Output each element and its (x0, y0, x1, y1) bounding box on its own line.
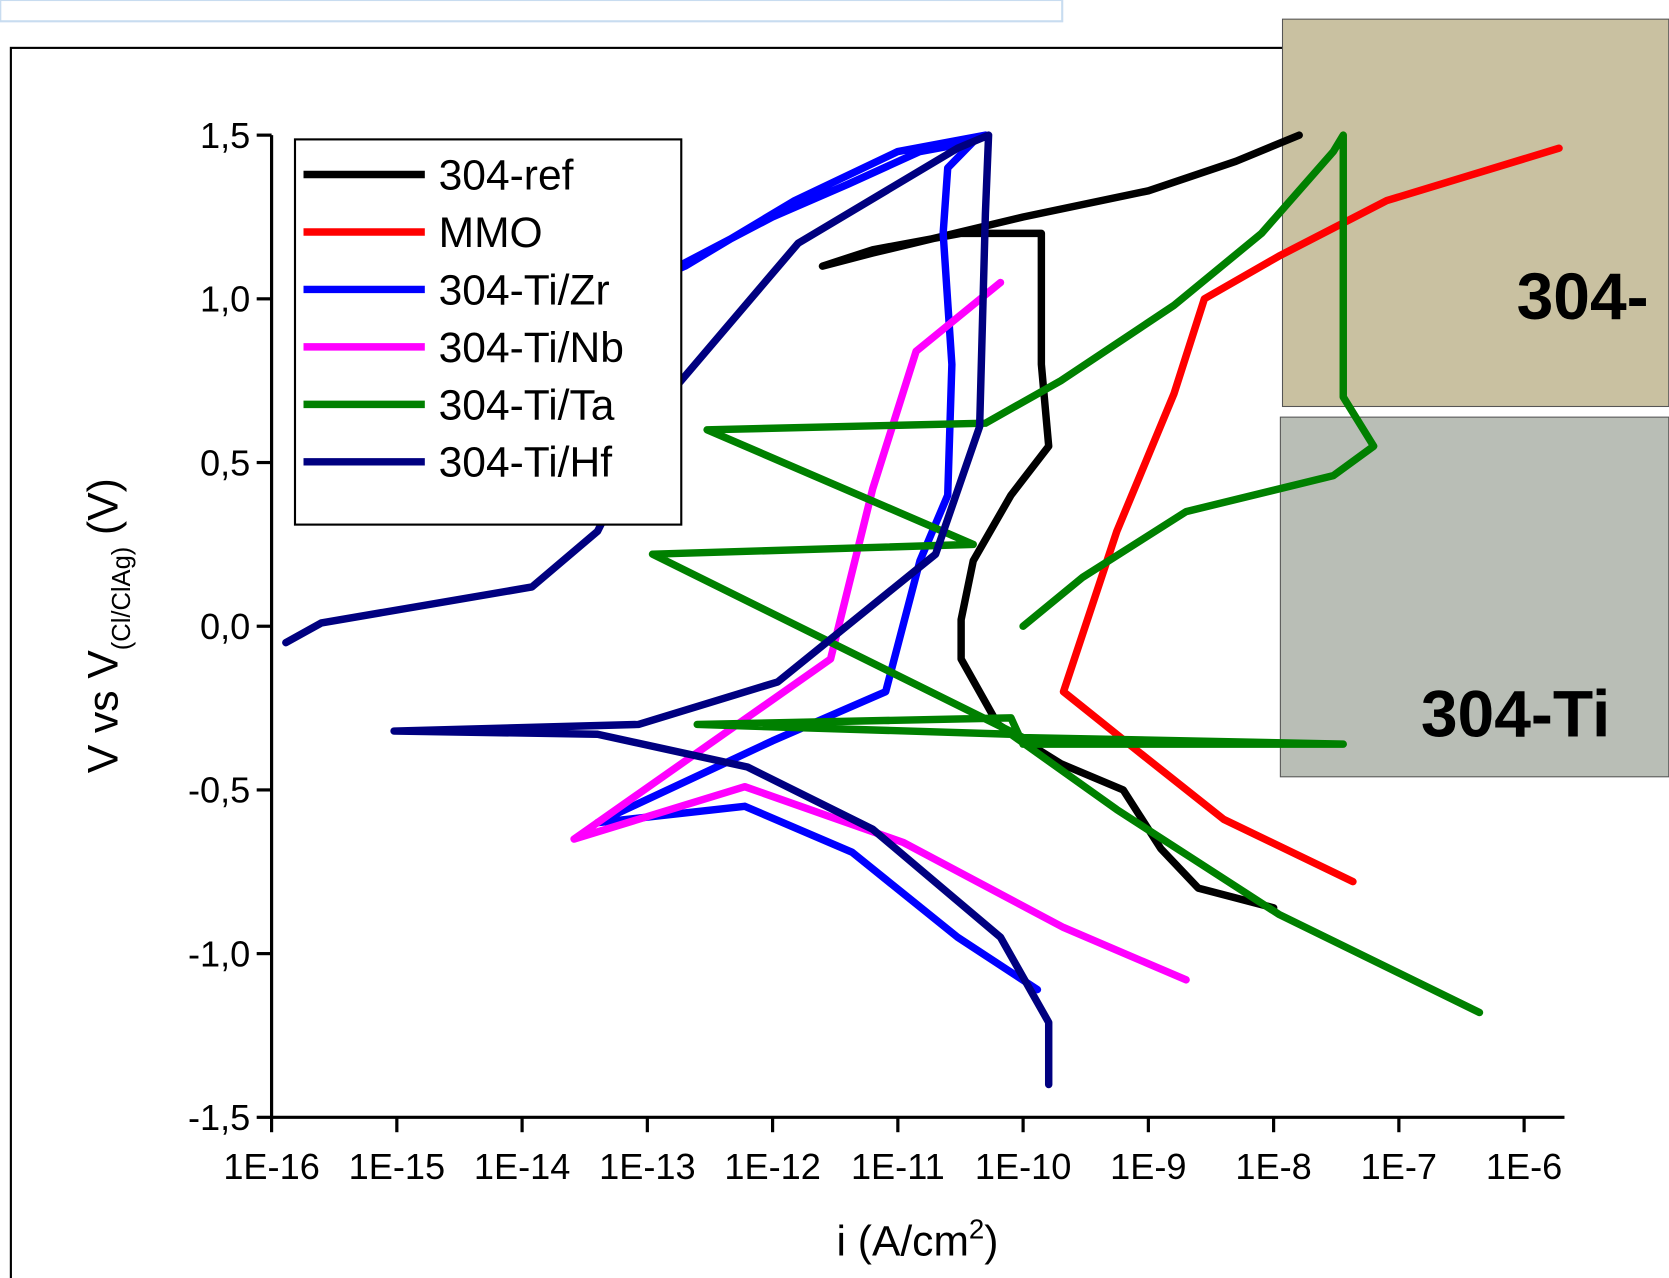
x-label-text: i (A/cm (837, 1218, 969, 1266)
insets: 304- 304-Ti (1280, 19, 1668, 777)
y-tick-label: 0,0 (200, 606, 250, 647)
x-label-sup: 2 (969, 1214, 984, 1245)
legend: 304-ref MMO 304-Ti/Zr 304-Ti/Nb 304-Ti/Ta 304… (295, 139, 681, 524)
top-box (0, 0, 1062, 21)
x-tick-label: 1E-12 (724, 1146, 820, 1187)
y-tick-label: -1,5 (188, 1097, 250, 1138)
x-tick-label: 1E-11 (851, 1146, 945, 1187)
chart: 304- 304-Ti 1,5 1,0 0,5 0,0 -0,5 -1,0 -1,5 1E-16… (0, 0, 1669, 1278)
x-tick-label: 1E-13 (599, 1146, 695, 1187)
y-tick-label: -0,5 (188, 770, 250, 811)
x-tick-label: 1E-14 (474, 1146, 570, 1187)
inset-label: 304- (1517, 259, 1649, 333)
x-tick-label: 1E-8 (1235, 1146, 1311, 1187)
y-label-end: (V) (79, 478, 127, 547)
legend-label: 304-Ti/Zr (439, 266, 610, 314)
x-tick-label: 1E-15 (349, 1146, 445, 1187)
page: {"chart_data": { "type": "line", "x_labe… (0, 0, 1669, 1278)
y-label-text: V vs V (79, 650, 127, 774)
x-tick-label: 1E-9 (1110, 1146, 1186, 1187)
x-tick-label: 1E-6 (1486, 1146, 1562, 1187)
y-tick-label: 1,0 (200, 279, 250, 320)
y-tick-label: 1,5 (200, 115, 250, 156)
legend-label: MMO (439, 209, 543, 257)
x-tick-label: 1E-16 (223, 1146, 319, 1187)
legend-label: 304-ref (439, 151, 574, 199)
inset-label: 304-Ti (1421, 676, 1610, 750)
legend-label: 304-Ti/Nb (439, 324, 624, 372)
legend-label: 304-Ti/Hf (439, 439, 613, 487)
y-tick-label: -1,0 (188, 933, 250, 974)
x-tick-label: 1E-7 (1361, 1146, 1437, 1187)
x-label-end: ) (984, 1218, 998, 1266)
legend-label: 304-Ti/Ta (439, 381, 615, 429)
x-tick-label: 1E-10 (975, 1146, 1071, 1187)
y-tick-label: 0,5 (200, 442, 250, 483)
y-label-sub: (Cl/ClAg) (108, 547, 136, 650)
